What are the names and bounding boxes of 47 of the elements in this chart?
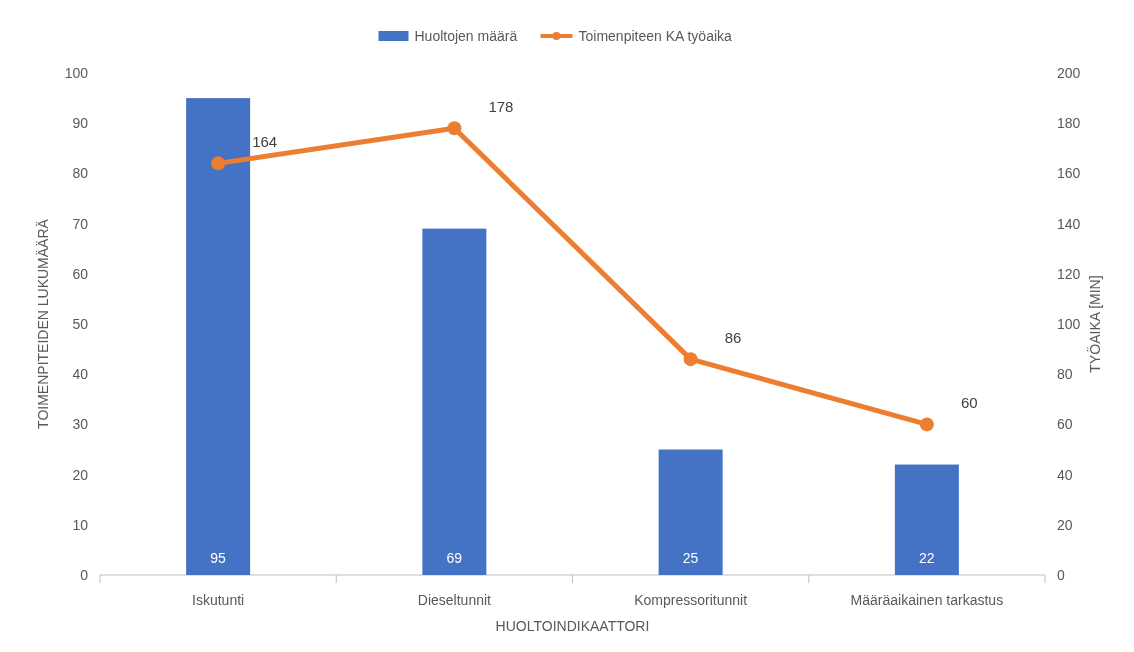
x-tick-label: Dieseltunnit bbox=[417, 592, 492, 608]
x-tick-label: Kompressoritunnit bbox=[634, 592, 748, 608]
y-tick-label: 20 bbox=[72, 466, 89, 483]
data-label: 86 bbox=[724, 329, 742, 347]
bar bbox=[422, 228, 487, 575]
y2-tick-label: 100 bbox=[1057, 315, 1081, 332]
data-label: 164 bbox=[252, 133, 278, 151]
y-axis-title: TOIMENPITEIDEN LUKUMÄÄRÄ bbox=[35, 218, 51, 429]
y2-tick-label: 40 bbox=[1057, 466, 1073, 483]
point bbox=[683, 352, 698, 367]
x-axis-title: HUOLTOINDIKAATTORI bbox=[495, 618, 650, 634]
y2-tick-label: 120 bbox=[1057, 265, 1081, 282]
bar bbox=[186, 98, 251, 575]
y2-tick-label: 0 bbox=[1057, 566, 1065, 583]
y2-tick-label: 140 bbox=[1057, 215, 1081, 232]
data-label: 95 bbox=[210, 550, 227, 566]
point bbox=[211, 156, 226, 171]
y-tick-label: 0 bbox=[80, 566, 89, 583]
data-label: 178 bbox=[488, 98, 514, 116]
legend-label: Huoltojen määrä bbox=[414, 27, 518, 44]
y-tick-label: 50 bbox=[72, 315, 89, 332]
y-tick-label: 60 bbox=[72, 265, 89, 282]
y2-tick-label: 20 bbox=[1057, 516, 1073, 533]
y-tick-label: 80 bbox=[72, 165, 89, 182]
y-tick-label: 40 bbox=[72, 366, 89, 383]
y2-tick-label: 160 bbox=[1057, 165, 1081, 182]
bar bbox=[658, 449, 723, 575]
y-tick-label: 10 bbox=[72, 516, 89, 533]
y2-tick-label: 80 bbox=[1057, 366, 1073, 383]
data-label: 69 bbox=[446, 550, 463, 566]
y-tick-label: 100 bbox=[64, 64, 89, 81]
data-label: 22 bbox=[919, 550, 935, 566]
x-tick-label: Iskutunti bbox=[192, 592, 245, 608]
y2-tick-label: 60 bbox=[1057, 416, 1073, 433]
x-tick-label: Määräaikainen tarkastus bbox=[850, 592, 1004, 608]
legend-label: Toimenpiteen KA työaika bbox=[578, 27, 733, 44]
y2-tick-label: 180 bbox=[1057, 115, 1081, 132]
point bbox=[919, 417, 934, 432]
bar bbox=[894, 464, 959, 575]
point bbox=[447, 121, 462, 136]
y2-axis-title: TYÖAIKA [MIN] bbox=[1086, 275, 1103, 373]
y-tick-label: 90 bbox=[72, 115, 89, 132]
y2-tick-label: 200 bbox=[1057, 64, 1081, 81]
y-tick-label: 70 bbox=[72, 215, 89, 232]
y-tick-label: 30 bbox=[72, 416, 89, 433]
data-label: 60 bbox=[960, 394, 978, 412]
data-label: 25 bbox=[682, 550, 699, 566]
